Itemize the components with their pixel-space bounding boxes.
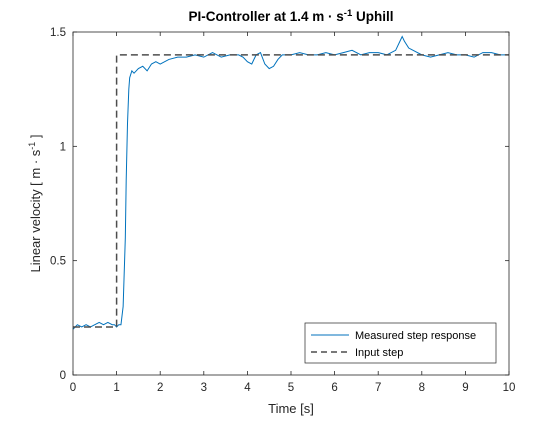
- legend: Measured step response Input step: [304, 322, 497, 364]
- legend-label-input: Input step: [355, 347, 403, 359]
- x-tick-label: 6: [331, 382, 337, 394]
- ticks-layer: 0 1 2 3 4 5 6 7 8 9 10 0 0.5 1 1.5: [50, 27, 515, 394]
- legend-box: [304, 322, 497, 364]
- x-tick-label: 5: [288, 382, 294, 394]
- series-layer: [72, 35, 509, 330]
- x-tick-label: 1: [113, 382, 119, 394]
- series-input-step-line: [73, 54, 509, 328]
- x-tick-label: 8: [419, 382, 425, 394]
- x-tick-label: 9: [462, 382, 468, 394]
- x-tick-label: 7: [375, 382, 381, 394]
- x-tick-label: 3: [201, 382, 207, 394]
- y-tick-label: 1: [60, 141, 66, 153]
- y-tick-label: 1.5: [50, 27, 66, 39]
- x-tick-label: 2: [157, 382, 163, 394]
- x-tick-label: 10: [503, 382, 516, 394]
- chart-title: PI-Controller at 1.4 m · s-1 Uphill: [189, 8, 394, 24]
- y-tick-label: 0: [60, 370, 66, 382]
- x-tick-label: 0: [70, 382, 76, 394]
- x-tick-label: 4: [244, 382, 251, 394]
- y-tick-label: 0.5: [50, 256, 66, 268]
- legend-label-measured: Measured step response: [355, 330, 476, 342]
- plot-area: [73, 32, 509, 375]
- x-axis-label: Time [s]: [268, 401, 314, 416]
- series-measured-response-line: [72, 35, 509, 330]
- y-axis-label: Linear velocity [ m · s-1 ]: [27, 134, 43, 272]
